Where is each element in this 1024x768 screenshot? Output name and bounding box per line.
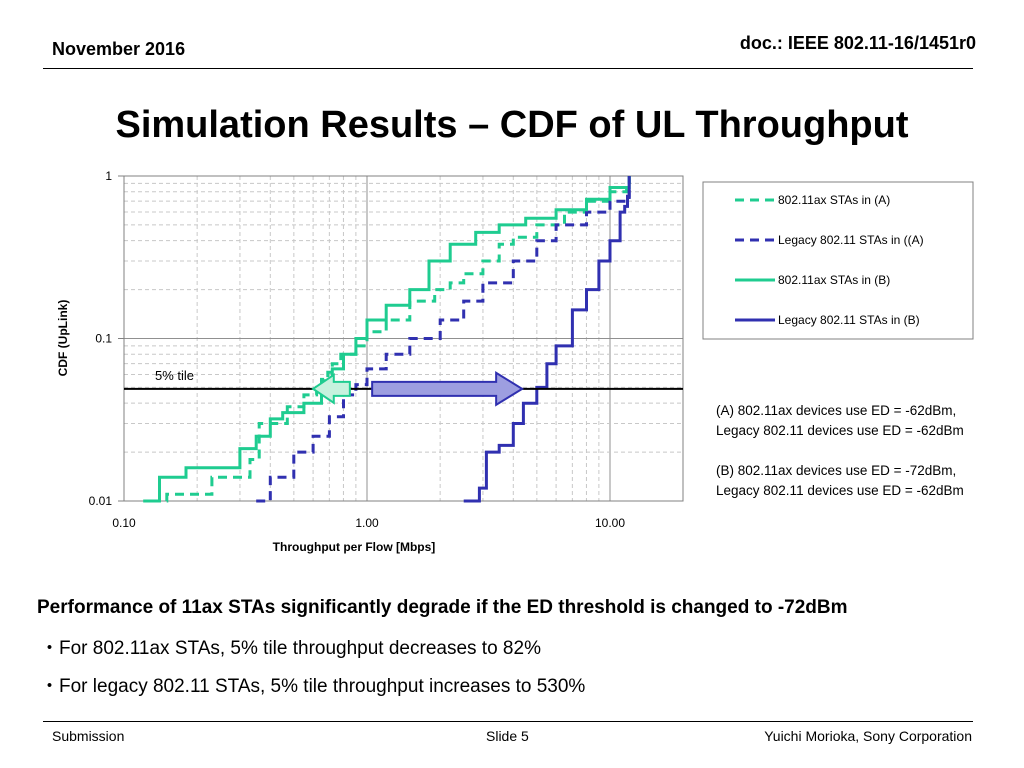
five-percent-label: 5% tile — [155, 368, 194, 383]
slide-title: Simulation Results – CDF of UL Throughpu… — [115, 104, 909, 146]
note-b-line2: Legacy 802.11 devices use ED = -62dBm — [716, 483, 964, 498]
footer-rule — [43, 721, 973, 722]
x-axis-label: Throughput per Flow [Mbps] — [273, 540, 436, 554]
increase-arrow — [371, 371, 525, 407]
finding-bullet-legacy: ・For legacy 802.11 STAs, 5% tile through… — [40, 676, 586, 697]
y-tick-label: 1 — [105, 169, 112, 183]
note-a-line2: Legacy 802.11 devices use ED = -62dBm — [716, 423, 964, 438]
legend-label-4: Legacy 802.11 STAs in (B) — [778, 313, 920, 327]
chart-legend: 802.11ax STAs in (A) Legacy 802.11 STAs i… — [702, 181, 974, 340]
header-date: November 2016 — [52, 39, 186, 59]
header-rule — [43, 68, 973, 69]
scenario-notes: (A) 802.11ax devices use ED = -62dBm, Le… — [716, 401, 964, 501]
cdf-chart: 0.10 1.00 10.00 1 0.1 0.01 5% tile Throughput… — [56, 169, 974, 554]
footer-author: Yuichi Morioka, Sony Corporation — [764, 728, 972, 744]
legend-label-2: Legacy 802.11 STAs in ((A) — [778, 233, 924, 247]
y-axis-label: CDF (UpLink) — [56, 300, 70, 377]
footer-slide-number: Slide 5 — [486, 728, 529, 744]
x-tick-label: 10.00 — [595, 516, 625, 530]
legend-box — [702, 181, 974, 340]
chart-grid — [123, 176, 683, 502]
chart-series — [143, 176, 631, 503]
y-tick-label: 0.01 — [89, 494, 113, 508]
y-tick-label: 0.1 — [95, 332, 112, 346]
series-line-2 — [256, 176, 631, 503]
x-tick-label: 1.00 — [355, 516, 379, 530]
findings-heading: Performance of 11ax STAs significantly d… — [37, 597, 848, 618]
series-line-3 — [143, 176, 631, 503]
series-line-4 — [463, 176, 631, 503]
x-tick-label: 0.10 — [112, 516, 136, 530]
decrease-arrow — [311, 372, 351, 405]
series-line-1 — [151, 176, 631, 503]
chart-axes: 0.10 1.00 10.00 1 0.1 0.01 — [89, 169, 626, 530]
footer-submission: Submission — [52, 728, 125, 744]
finding-bullet-ax: ・For 802.11ax STAs, 5% tile throughput d… — [40, 638, 541, 659]
note-a-line1: (A) 802.11ax devices use ED = -62dBm, — [716, 403, 957, 418]
header-doc-id: doc.: IEEE 802.11-16/1451r0 — [739, 33, 976, 53]
note-b-line1: (B) 802.11ax devices use ED = -72dBm, — [716, 463, 957, 478]
legend-label-1: 802.11ax STAs in (A) — [778, 193, 890, 207]
legend-label-3: 802.11ax STAs in (B) — [778, 273, 890, 287]
